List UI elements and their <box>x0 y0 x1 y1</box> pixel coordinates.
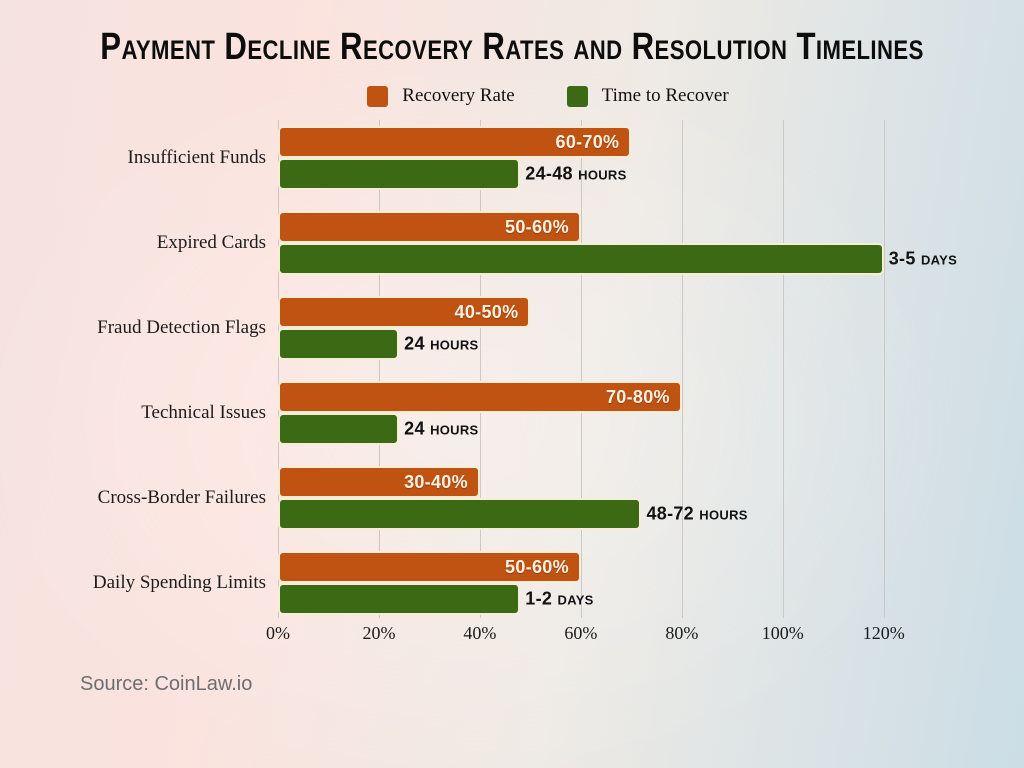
chart-row-expired-cards: Expired Cards 50-60% 3-5 days <box>0 211 1024 275</box>
chart-row-insufficient-funds: Insufficient Funds 60-70% 24-48 hours <box>0 126 1024 190</box>
category-label: Expired Cards <box>156 232 266 253</box>
source-attribution: Source: CoinLaw.io <box>80 673 253 695</box>
gridline <box>479 120 481 618</box>
recovery-rate-bar: 30-40% <box>278 466 480 498</box>
time-to-recover-swatch <box>566 85 588 107</box>
recovery-rate-value-label: 30-40% <box>404 471 468 492</box>
time-to-recover-bar: 24-48 hours <box>278 158 626 190</box>
recovery-rate-value-label: 50-60% <box>505 556 569 577</box>
category-label: Technical Issues <box>141 402 266 423</box>
x-tick-label: 20% <box>362 623 396 643</box>
x-tick-label: 80% <box>665 623 699 643</box>
chart-row-cross-border-failures: Cross-Border Failures 30-40% 48-72 hours <box>0 466 1024 530</box>
gridline <box>681 120 683 618</box>
bar-chart: Insufficient Funds 60-70% 24-48 hours Ex… <box>0 120 1024 653</box>
recovery-rate-bar: 40-50% <box>278 296 531 328</box>
gridline <box>378 120 380 618</box>
time-to-recover-bar: 48-72 hours <box>278 498 747 530</box>
legend-label-recovery-rate: Recovery Rate <box>402 85 515 106</box>
chart-rows: Insufficient Funds 60-70% 24-48 hours Ex… <box>0 120 1024 615</box>
category-label: Insufficient Funds <box>127 147 266 168</box>
category-label: Daily Spending Limits <box>92 572 266 593</box>
recovery-rate-bar: 60-70% <box>278 126 632 158</box>
time-to-recover-value-label: 24 hours <box>404 418 479 439</box>
time-to-recover-value-label: 3-5 days <box>888 248 958 269</box>
x-tick-label: 120% <box>862 623 905 643</box>
time-to-recover-value-label: 24-48 hours <box>525 163 627 184</box>
chart-title: Payment Decline Recovery Rates and Resol… <box>100 26 924 68</box>
category-label: Fraud Detection Flags <box>97 317 266 338</box>
time-to-recover-value-label: 24 hours <box>404 333 479 354</box>
recovery-rate-bar: 70-80% <box>278 381 682 413</box>
plot-gridlines <box>278 120 909 618</box>
recovery-rate-value-label: 60-70% <box>555 131 620 152</box>
x-axis: 0% 20% 40% 60% 80% 100% 120% <box>0 623 1024 653</box>
gridline <box>580 120 582 618</box>
category-label: Cross-Border Failures <box>97 487 266 508</box>
recovery-rate-value-label: 40-50% <box>454 301 519 322</box>
time-to-recover-value-label: 48-72 hours <box>646 503 748 524</box>
recovery-rate-swatch <box>367 85 389 107</box>
gridline <box>782 120 784 618</box>
time-to-recover-bar: 3-5 days <box>278 243 957 275</box>
recovery-rate-bar: 50-60% <box>278 211 581 243</box>
time-to-recover-bar: 24 hours <box>278 328 478 360</box>
x-tick-label: 40% <box>463 623 497 643</box>
x-tick-label: 100% <box>761 623 804 643</box>
gridline <box>278 120 279 618</box>
legend: Recovery Rate Time to Recover <box>72 85 1024 107</box>
time-to-recover-bar: 24 hours <box>278 413 478 445</box>
time-to-recover-value-label: 1-2 days <box>525 588 594 609</box>
legend-label-time-to-recover: Time to Recover <box>601 85 729 106</box>
chart-row-daily-spending-limits: Daily Spending Limits 50-60% 1-2 days <box>0 551 1024 615</box>
recovery-rate-value-label: 70-80% <box>605 386 670 407</box>
chart-row-fraud-detection-flags: Fraud Detection Flags 40-50% 24 hours <box>0 296 1024 360</box>
recovery-rate-bar: 50-60% <box>278 551 581 583</box>
legend-item-time-to-recover: Time to Recover <box>566 85 729 107</box>
x-tick-label: 60% <box>564 623 598 643</box>
recovery-rate-value-label: 50-60% <box>505 216 569 237</box>
legend-item-recovery-rate: Recovery Rate <box>367 85 515 107</box>
x-tick-label: 0% <box>266 623 290 643</box>
gridline <box>883 120 885 618</box>
chart-row-technical-issues: Technical Issues 70-80% 24 hours <box>0 381 1024 445</box>
time-to-recover-bar: 1-2 days <box>278 583 593 615</box>
